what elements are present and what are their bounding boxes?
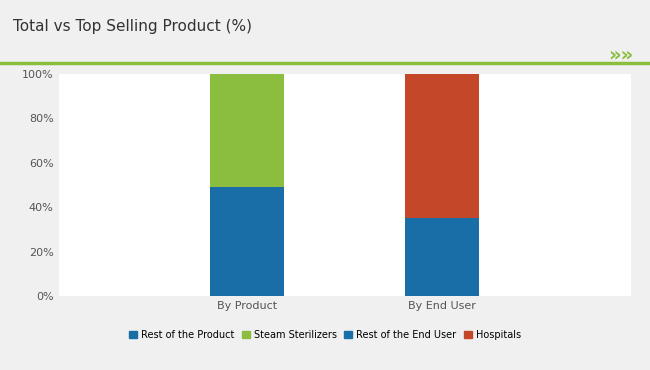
Text: »»: »» bbox=[608, 45, 634, 64]
Bar bbox=[210, 187, 285, 296]
Bar bbox=[210, 74, 285, 187]
Bar bbox=[404, 218, 479, 296]
Legend: Rest of the Product, Steam Sterilizers, Rest of the End User, Hospitals: Rest of the Product, Steam Sterilizers, … bbox=[129, 330, 521, 340]
Bar bbox=[404, 74, 479, 218]
Text: Total vs Top Selling Product (%): Total vs Top Selling Product (%) bbox=[13, 18, 252, 34]
